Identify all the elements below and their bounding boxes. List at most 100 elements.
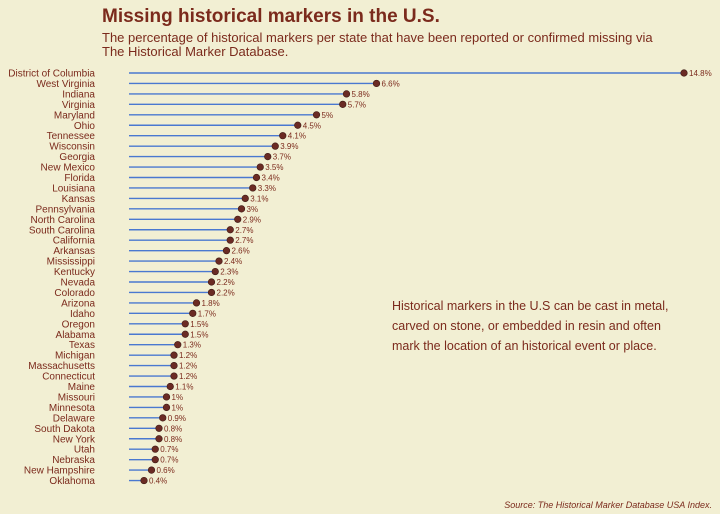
value-label: 0.8% <box>164 424 182 433</box>
value-label: 1.2% <box>179 362 197 371</box>
value-label: 0.8% <box>164 435 182 444</box>
lollipop-dot <box>162 393 171 401</box>
value-label: 0.7% <box>160 456 178 465</box>
value-label: 6.6% <box>382 79 400 88</box>
category-label: New York <box>53 434 96 445</box>
value-label: 3.4% <box>262 174 280 183</box>
category-label: Tennessee <box>47 131 96 142</box>
value-label: 3.7% <box>273 153 291 162</box>
value-label: 1.2% <box>179 351 197 360</box>
value-label: 1% <box>172 393 184 402</box>
lollipop-dot <box>162 403 171 412</box>
category-label: Massachusetts <box>28 361 95 372</box>
lollipop-dot <box>226 236 234 244</box>
value-label: 0.6% <box>157 466 175 475</box>
lollipop-dot <box>170 362 178 370</box>
chart-title: Missing historical markers in the U.S. <box>102 6 440 27</box>
lollipop-dot <box>207 278 216 286</box>
value-label: 2.3% <box>220 268 238 277</box>
lollipop-dot <box>237 205 246 213</box>
lollipop-dot <box>151 456 159 464</box>
category-label: Minnesota <box>49 403 96 414</box>
category-label: Oklahoma <box>49 476 95 487</box>
category-label: Idaho <box>70 309 95 320</box>
category-label: Louisiana <box>52 183 95 194</box>
category-label: Texas <box>69 340 95 351</box>
chart-subtitle: The percentage of historical markers per… <box>102 30 653 59</box>
category-label: Nevada <box>61 278 96 289</box>
category-label: Delaware <box>53 413 96 424</box>
value-label: 1.5% <box>190 330 208 339</box>
lollipop-dot <box>181 320 189 328</box>
value-label: 1% <box>172 403 184 412</box>
value-label: 2.2% <box>217 278 235 287</box>
category-label: Utah <box>74 445 95 456</box>
value-label: 3% <box>247 205 259 214</box>
lollipop-dot <box>174 341 182 349</box>
value-label: 3.3% <box>258 184 276 193</box>
category-label: Nebraska <box>52 455 95 466</box>
value-label: 3.1% <box>250 194 268 203</box>
lollipop-dot <box>264 153 272 161</box>
value-label: 2.2% <box>217 288 235 297</box>
value-label: 4.1% <box>288 132 306 141</box>
lollipop-dot <box>189 309 197 317</box>
chart-annotation: Historical markers in the U.S can be cas… <box>392 299 669 353</box>
category-label: South Carolina <box>29 225 96 236</box>
category-label: Georgia <box>59 152 95 163</box>
category-label: Wisconsin <box>49 142 95 153</box>
category-label: Missouri <box>58 392 95 403</box>
value-label: 1.7% <box>198 309 216 318</box>
lollipop-dot <box>234 215 242 223</box>
value-label: 5.8% <box>352 90 370 99</box>
lollipop-dot <box>159 414 167 422</box>
category-label: South Dakota <box>34 424 95 435</box>
value-label: 1.2% <box>179 372 197 381</box>
lollipop-dot <box>170 372 178 380</box>
lollipop-dot <box>192 299 201 307</box>
lollipop-dot <box>181 330 189 338</box>
category-label: Arizona <box>61 298 95 309</box>
lollipop-dot <box>252 173 261 182</box>
category-label: California <box>53 236 96 247</box>
value-label: 1.5% <box>190 320 208 329</box>
value-label: 5% <box>322 111 334 120</box>
lollipop-dot <box>207 288 216 297</box>
lollipop-dot <box>151 445 159 453</box>
category-label: Kentucky <box>54 267 95 278</box>
category-label: New Hampshire <box>24 466 96 477</box>
lollipop-dot <box>372 79 381 88</box>
lollipop-dot <box>215 257 223 265</box>
category-label: Arkansas <box>53 246 95 257</box>
category-label: Colorado <box>54 288 95 299</box>
category-label: Virginia <box>62 100 96 111</box>
value-label: 2.6% <box>232 247 250 256</box>
category-label: Michigan <box>55 351 95 362</box>
lollipop-dot <box>147 466 156 474</box>
value-label: 3.5% <box>265 163 283 172</box>
category-label: Connecticut <box>42 372 95 383</box>
value-label: 2.4% <box>224 257 242 266</box>
value-label: 2.7% <box>235 226 253 235</box>
lollipop-dot <box>339 100 347 108</box>
category-label: Kansas <box>62 194 95 205</box>
lollipop-dot <box>170 351 178 359</box>
lollipop-dot <box>271 142 279 150</box>
lollipop-dot <box>342 90 351 98</box>
value-label: 1.8% <box>202 299 220 308</box>
lollipop-dot <box>294 121 302 129</box>
value-label: 0.9% <box>168 414 186 423</box>
value-label: 5.7% <box>348 100 366 109</box>
lollipop-dot <box>249 184 257 192</box>
category-label: Pennsylvania <box>36 204 96 215</box>
category-label: Florida <box>64 173 95 184</box>
category-label: Ohio <box>74 121 96 132</box>
source-note: Source: The Historical Marker Database U… <box>504 500 712 510</box>
value-label: 1.3% <box>183 341 201 350</box>
lollipop-dot <box>241 194 249 202</box>
value-label: 1.1% <box>175 383 193 392</box>
value-label: 14.8% <box>689 69 712 78</box>
category-label: Indiana <box>62 89 95 100</box>
lollipop-dot <box>680 69 688 77</box>
